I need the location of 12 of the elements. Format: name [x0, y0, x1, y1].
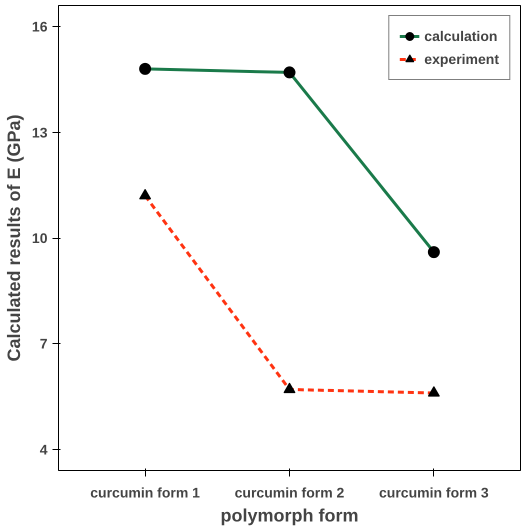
x-tick-label: curcumin form 3: [379, 484, 489, 500]
y-tick-label: 4: [40, 441, 48, 458]
y-axis-title: Calculated results of E (GPa): [4, 114, 24, 362]
legend-label: calculation: [424, 28, 498, 44]
y-tick-label: 16: [32, 18, 48, 35]
x-tick-label: curcumin form 1: [90, 484, 200, 500]
legend-label: experiment: [424, 51, 499, 67]
x-tick-label: curcumin form 2: [234, 484, 345, 500]
y-tick-label: 10: [32, 230, 48, 246]
y-tick-label: 7: [40, 336, 48, 352]
x-axis-title: polymorph form: [220, 506, 358, 526]
y-tick-label: 13: [32, 124, 48, 140]
